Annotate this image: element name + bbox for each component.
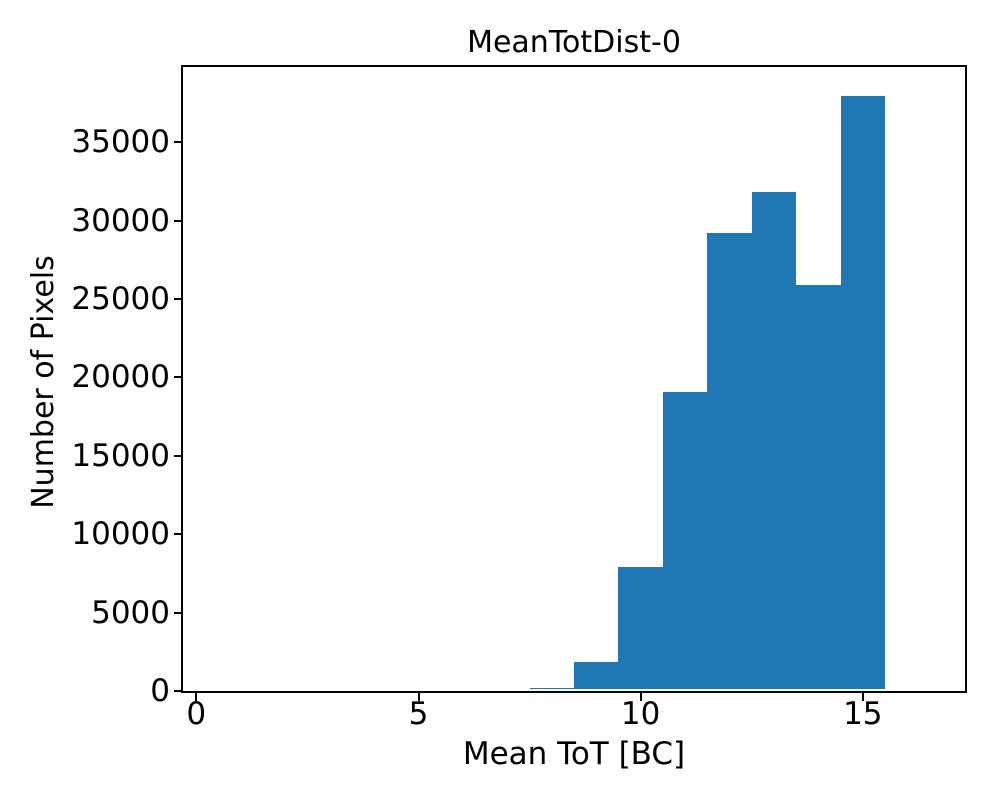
histogram-bar: [529, 688, 574, 689]
y-axis-label: Number of Pixels: [26, 255, 61, 509]
histogram-bar: [751, 192, 797, 689]
x-tick-mark: [861, 692, 864, 701]
x-tick-label: 5: [408, 696, 429, 732]
histogram-bar: [707, 233, 752, 689]
y-tick-label: 10000: [71, 516, 170, 553]
y-tick-mark: [174, 454, 183, 457]
x-tick-mark: [639, 692, 642, 701]
histogram-bar: [574, 662, 619, 689]
histogram-bar: [618, 567, 663, 689]
y-tick-label: 25000: [71, 281, 170, 317]
y-tick-label: 20000: [71, 359, 170, 396]
y-tick-mark: [174, 219, 183, 222]
x-tick-label: 15: [843, 696, 883, 732]
y-tick-label: 0: [150, 673, 170, 709]
y-tick-mark: [174, 298, 183, 300]
y-tick-mark: [174, 533, 183, 536]
x-tick-label: 10: [620, 696, 661, 732]
histogram-bar: [840, 95, 885, 689]
chart-title: MeanTotDist-0: [467, 25, 681, 60]
x-axis-label: Mean ToT [BC]: [462, 736, 686, 772]
y-tick-label: 5000: [91, 594, 170, 631]
y-tick-label: 35000: [71, 124, 170, 161]
x-tick-mark: [417, 692, 420, 701]
x-tick-label: 0: [186, 696, 207, 732]
y-tick-label: 15000: [71, 437, 170, 474]
histogram-bar: [662, 391, 708, 689]
y-tick-mark: [174, 141, 183, 144]
y-tick-mark: [174, 611, 183, 614]
x-tick-mark: [195, 692, 198, 701]
y-tick-mark: [174, 376, 183, 379]
y-tick-mark: [174, 690, 183, 692]
histogram-bar: [796, 284, 841, 689]
y-tick-label: 30000: [71, 202, 170, 239]
